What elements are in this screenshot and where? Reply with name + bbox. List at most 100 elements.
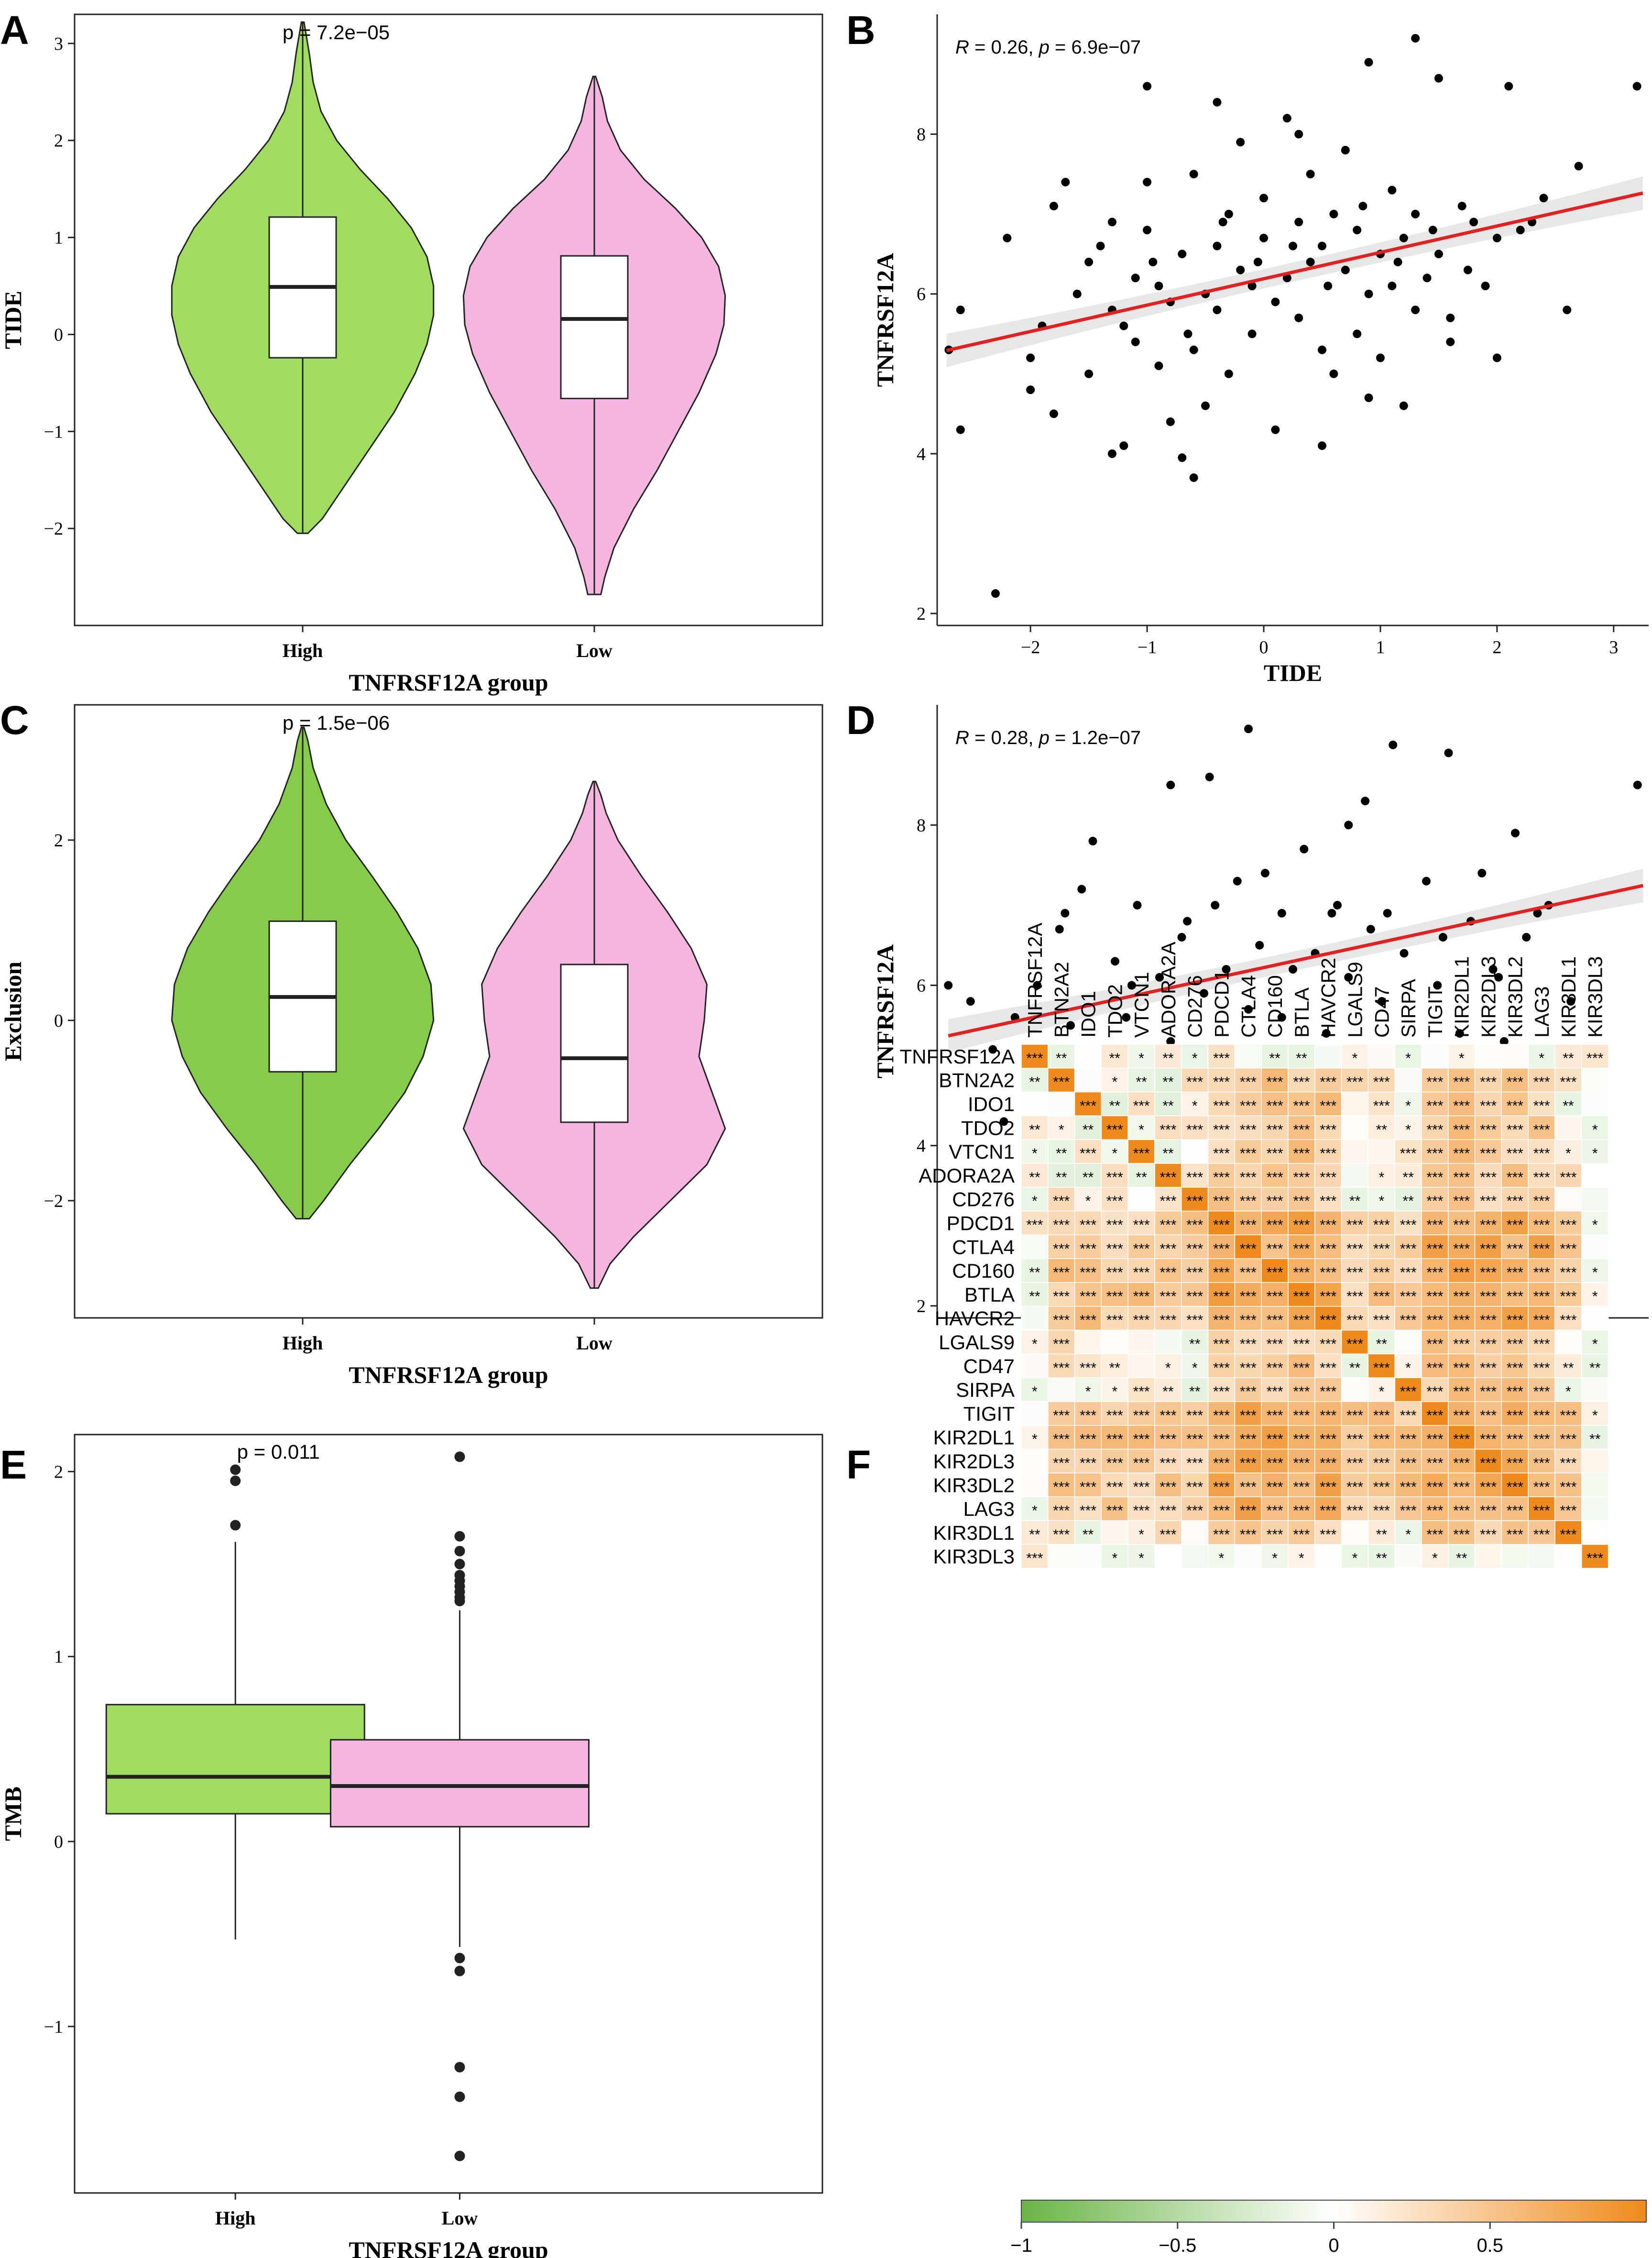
significance-stars: *** bbox=[1533, 1265, 1550, 1281]
data-point bbox=[1364, 289, 1373, 298]
data-point bbox=[1066, 1021, 1075, 1030]
heatmap-cell bbox=[1048, 1377, 1075, 1402]
row-label: HAVCR2 bbox=[935, 1307, 1015, 1330]
x-axis-title: TNFRSF12A group bbox=[349, 1361, 548, 1388]
significance-stars: *** bbox=[1480, 1313, 1497, 1328]
heatmap-cell bbox=[1421, 1353, 1449, 1378]
significance-stars: *** bbox=[1053, 1313, 1070, 1328]
significance-stars: ** bbox=[1136, 1170, 1147, 1185]
heatmap-cell bbox=[1581, 1353, 1609, 1378]
significance-stars: *** bbox=[1213, 1337, 1230, 1352]
data-point bbox=[1247, 329, 1257, 339]
heatmap-cell bbox=[1021, 1139, 1049, 1164]
significance-stars: *** bbox=[1586, 1551, 1603, 1567]
data-point bbox=[1329, 209, 1338, 219]
heatmap-cell bbox=[1474, 1163, 1502, 1188]
significance-stars: *** bbox=[1080, 1503, 1096, 1519]
data-point bbox=[1183, 329, 1193, 339]
regression-line bbox=[948, 884, 1644, 1038]
colorbar-tick-label: −1 bbox=[1010, 2235, 1032, 2256]
outlier-point bbox=[230, 1520, 241, 1531]
heatmap-cell bbox=[1234, 1187, 1262, 1212]
significance-stars: *** bbox=[1267, 1170, 1283, 1185]
heatmap-cell bbox=[1421, 1210, 1449, 1236]
heatmap-cell bbox=[1581, 1187, 1609, 1212]
data-point bbox=[1236, 265, 1245, 274]
significance-stars: *** bbox=[1053, 1337, 1070, 1352]
significance-stars: *** bbox=[1133, 1479, 1150, 1495]
data-point bbox=[1236, 138, 1245, 147]
row-label: ADORA2A bbox=[919, 1164, 1015, 1187]
heatmap-cell bbox=[1554, 1044, 1582, 1069]
data-point bbox=[1143, 82, 1152, 91]
heatmap-cell bbox=[1368, 1425, 1395, 1450]
y-tick-label: 8 bbox=[917, 815, 926, 835]
significance-stars: *** bbox=[1213, 1384, 1230, 1400]
heatmap-cell bbox=[1368, 1115, 1395, 1140]
significance-stars: *** bbox=[1453, 1170, 1470, 1185]
significance-stars: *** bbox=[1106, 1456, 1123, 1471]
significance-stars: *** bbox=[1373, 1241, 1390, 1257]
y-tick-label: 0 bbox=[54, 325, 63, 345]
row-label: TNFRSF12A bbox=[900, 1045, 1015, 1068]
significance-stars: *** bbox=[1240, 1456, 1257, 1471]
heatmap-cell bbox=[1581, 1496, 1609, 1521]
heatmap-cell bbox=[1048, 1544, 1075, 1569]
significance-stars: *** bbox=[1213, 1170, 1230, 1185]
heatmap-cell bbox=[1314, 1544, 1342, 1569]
significance-stars: ** bbox=[1402, 1194, 1414, 1209]
heatmap-cell bbox=[1127, 1234, 1155, 1259]
heatmap-cell bbox=[1314, 1425, 1342, 1450]
x-tick-label: −1 bbox=[1138, 637, 1157, 658]
column-label: KIR2DL1 bbox=[1451, 956, 1473, 1038]
heatmap-cell bbox=[1154, 1353, 1182, 1378]
significance-stars: *** bbox=[1426, 1479, 1443, 1495]
heatmap-cell bbox=[1207, 1044, 1236, 1069]
significance-stars: *** bbox=[1507, 1241, 1523, 1257]
heatmap-cell bbox=[1421, 1520, 1449, 1545]
heatmap-cell bbox=[1554, 1377, 1582, 1402]
significance-stars: *** bbox=[1133, 1146, 1150, 1162]
heatmap-cell bbox=[1394, 1520, 1422, 1545]
heatmap-cell bbox=[1341, 1353, 1369, 1378]
significance-stars: *** bbox=[1426, 1384, 1443, 1400]
significance-stars: *** bbox=[1240, 1408, 1257, 1424]
y-tick-label: 2 bbox=[917, 1296, 926, 1316]
annotation-part: R bbox=[955, 37, 969, 58]
significance-stars: *** bbox=[1533, 1146, 1550, 1162]
heatmap-cell bbox=[1501, 1544, 1529, 1569]
significance-stars: *** bbox=[1133, 1456, 1150, 1471]
significance-stars: *** bbox=[1507, 1098, 1523, 1114]
significance-stars: * bbox=[1165, 1360, 1171, 1376]
heatmap-cell bbox=[1474, 1544, 1502, 1569]
data-point bbox=[1411, 209, 1420, 219]
significance-stars: ** bbox=[1029, 1527, 1040, 1543]
significance-stars: *** bbox=[1320, 1146, 1336, 1162]
heatmap-cell bbox=[1341, 1044, 1369, 1069]
heatmap-cell bbox=[1021, 1068, 1049, 1093]
y-tick-label: −2 bbox=[44, 519, 63, 539]
heatmap-cell bbox=[1234, 1472, 1262, 1497]
column-label: CD276 bbox=[1184, 975, 1206, 1038]
row-label: BTLA bbox=[964, 1283, 1015, 1306]
data-point bbox=[1282, 114, 1291, 123]
significance-stars: * bbox=[1112, 1384, 1117, 1400]
significance-stars: *** bbox=[1426, 1265, 1443, 1281]
significance-stars: ** bbox=[1589, 1360, 1601, 1376]
significance-stars: *** bbox=[1400, 1217, 1417, 1233]
significance-stars: *** bbox=[1293, 1241, 1310, 1257]
heatmap-cell bbox=[1021, 1091, 1049, 1117]
data-point bbox=[1224, 369, 1233, 378]
significance-stars: *** bbox=[1106, 1194, 1123, 1209]
data-point bbox=[1127, 981, 1136, 990]
significance-stars: *** bbox=[1560, 1313, 1576, 1328]
heatmap-cell bbox=[1207, 1401, 1236, 1426]
p-value-annotation: p = 7.2e−05 bbox=[283, 21, 390, 44]
data-point bbox=[956, 306, 965, 315]
significance-stars: *** bbox=[1480, 1289, 1497, 1304]
heatmap-cell bbox=[1474, 1282, 1502, 1307]
significance-stars: *** bbox=[1560, 1241, 1576, 1257]
outlier-point bbox=[454, 2091, 465, 2102]
data-point bbox=[1344, 973, 1353, 982]
significance-stars: *** bbox=[1320, 1408, 1336, 1424]
